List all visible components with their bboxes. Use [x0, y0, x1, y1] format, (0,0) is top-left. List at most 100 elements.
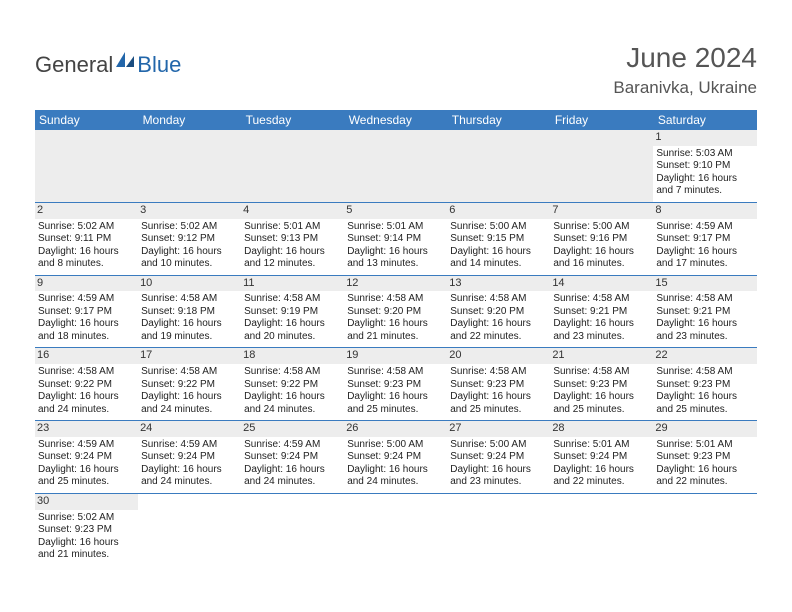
daylight-text: Daylight: 16 hours and 14 minutes.: [450, 246, 547, 271]
day-cell: 5Sunrise: 5:01 AMSunset: 9:14 PMDaylight…: [344, 202, 447, 275]
sunrise-text: Sunrise: 4:58 AM: [553, 366, 650, 379]
day-cell: 3 Sunrise: 5:02 AMSunset: 9:12 PMDaylight…: [138, 202, 241, 275]
location-text: Baranivka, Ukraine: [613, 78, 757, 98]
sunrise-text: Sunrise: 5:02 AM: [38, 221, 135, 234]
day-number: 19: [344, 348, 447, 364]
day-number: 15: [653, 276, 756, 292]
daylight-text: Daylight: 16 hours and 10 minutes.: [141, 246, 238, 271]
daylight-text: Daylight: 16 hours and 17 minutes.: [656, 246, 753, 271]
day-cell: 4Sunrise: 5:01 AMSunset: 9:13 PMDaylight…: [241, 202, 344, 275]
day-cell: 11Sunrise: 4:58 AMSunset: 9:19 PMDayligh…: [241, 275, 344, 348]
calendar-header: SundayMondayTuesdayWednesdayThursdayFrid…: [35, 110, 757, 130]
sunset-text: Sunset: 9:22 PM: [38, 379, 135, 392]
sunset-text: Sunset: 9:24 PM: [141, 451, 238, 464]
day-number: 6: [447, 203, 550, 219]
day-cell: 17Sunrise: 4:58 AMSunset: 9:22 PMDayligh…: [138, 348, 241, 421]
empty-cell: [35, 130, 138, 202]
calendar-row: 16Sunrise: 4:58 AMSunset: 9:22 PMDayligh…: [35, 348, 757, 421]
weekday-header: Friday: [550, 110, 653, 130]
day-cell: 22Sunrise: 4:58 AMSunset: 9:23 PMDayligh…: [653, 348, 756, 421]
weekday-header: Sunday: [35, 110, 138, 130]
calendar-row: 30Sunrise: 5:02 AMSunset: 9:23 PMDayligh…: [35, 493, 757, 565]
sunrise-text: Sunrise: 4:59 AM: [38, 439, 135, 452]
day-cell: 14Sunrise: 4:58 AMSunset: 9:21 PMDayligh…: [550, 275, 653, 348]
weekday-header: Wednesday: [344, 110, 447, 130]
sunrise-text: Sunrise: 5:00 AM: [553, 221, 650, 234]
sunrise-text: Sunrise: 5:01 AM: [244, 221, 341, 234]
day-cell: 19Sunrise: 4:58 AMSunset: 9:23 PMDayligh…: [344, 348, 447, 421]
weekday-header: Saturday: [653, 110, 756, 130]
calendar-row: 9Sunrise: 4:59 AMSunset: 9:17 PMDaylight…: [35, 275, 757, 348]
sunrise-text: Sunrise: 5:00 AM: [347, 439, 444, 452]
sunrise-text: Sunrise: 4:59 AM: [38, 293, 135, 306]
day-cell: 23Sunrise: 4:59 AMSunset: 9:24 PMDayligh…: [35, 421, 138, 494]
sunset-text: Sunset: 9:22 PM: [141, 379, 238, 392]
daylight-text: Daylight: 16 hours and 16 minutes.: [553, 246, 650, 271]
daylight-text: Daylight: 16 hours and 25 minutes.: [656, 391, 753, 416]
sunrise-text: Sunrise: 4:59 AM: [656, 221, 753, 234]
calendar-table: SundayMondayTuesdayWednesdayThursdayFrid…: [35, 110, 757, 566]
sunset-text: Sunset: 9:24 PM: [450, 451, 547, 464]
sunset-text: Sunset: 9:23 PM: [553, 379, 650, 392]
day-number: 11: [241, 276, 344, 292]
empty-cell: [447, 130, 550, 202]
daylight-text: Daylight: 16 hours and 23 minutes.: [656, 318, 753, 343]
empty-cell: [550, 130, 653, 202]
sunset-text: Sunset: 9:17 PM: [656, 233, 753, 246]
daylight-text: Daylight: 16 hours and 18 minutes.: [38, 318, 135, 343]
day-cell: 10Sunrise: 4:58 AMSunset: 9:18 PMDayligh…: [138, 275, 241, 348]
day-cell: 12Sunrise: 4:58 AMSunset: 9:20 PMDayligh…: [344, 275, 447, 348]
day-number: 29: [653, 421, 756, 437]
sunset-text: Sunset: 9:24 PM: [38, 451, 135, 464]
day-cell: 29Sunrise: 5:01 AMSunset: 9:23 PMDayligh…: [653, 421, 756, 494]
sail-icon: [114, 50, 136, 75]
day-number: 2: [35, 203, 138, 219]
empty-cell: [550, 493, 653, 565]
sunset-text: Sunset: 9:24 PM: [553, 451, 650, 464]
logo-text-left: General: [35, 52, 113, 78]
empty-cell: [138, 493, 241, 565]
day-cell: 27Sunrise: 5:00 AMSunset: 9:24 PMDayligh…: [447, 421, 550, 494]
sunset-text: Sunset: 9:23 PM: [38, 524, 135, 537]
sunset-text: Sunset: 9:12 PM: [141, 233, 238, 246]
empty-cell: [344, 130, 447, 202]
sunset-text: Sunset: 9:10 PM: [656, 160, 753, 173]
sunrise-text: Sunrise: 4:58 AM: [141, 293, 238, 306]
day-number: 26: [344, 421, 447, 437]
daylight-text: Daylight: 16 hours and 24 minutes.: [38, 391, 135, 416]
sunrise-text: Sunrise: 4:58 AM: [38, 366, 135, 379]
day-number: 12: [344, 276, 447, 292]
day-cell: 20Sunrise: 4:58 AMSunset: 9:23 PMDayligh…: [447, 348, 550, 421]
daylight-text: Daylight: 16 hours and 13 minutes.: [347, 246, 444, 271]
day-number: 1: [653, 130, 756, 146]
day-number: 18: [241, 348, 344, 364]
day-number: 3: [138, 203, 241, 219]
sunrise-text: Sunrise: 5:02 AM: [141, 221, 238, 234]
day-cell: 2Sunrise: 5:02 AMSunset: 9:11 PMDaylight…: [35, 202, 138, 275]
sunset-text: Sunset: 9:23 PM: [347, 379, 444, 392]
sunset-text: Sunset: 9:20 PM: [347, 306, 444, 319]
day-number: 4: [241, 203, 344, 219]
daylight-text: Daylight: 16 hours and 24 minutes.: [244, 464, 341, 489]
sunset-text: Sunset: 9:23 PM: [450, 379, 547, 392]
daylight-text: Daylight: 16 hours and 7 minutes.: [656, 173, 753, 198]
sunrise-text: Sunrise: 4:58 AM: [553, 293, 650, 306]
calendar-body: 1Sunrise: 5:03 AMSunset: 9:10 PMDaylight…: [35, 130, 757, 566]
day-number: 27: [447, 421, 550, 437]
daylight-text: Daylight: 16 hours and 25 minutes.: [450, 391, 547, 416]
day-number: 5: [344, 203, 447, 219]
empty-cell: [241, 493, 344, 565]
sunrise-text: Sunrise: 4:58 AM: [450, 293, 547, 306]
empty-cell: [653, 493, 756, 565]
empty-cell: [344, 493, 447, 565]
sunrise-text: Sunrise: 4:59 AM: [141, 439, 238, 452]
day-number: 14: [550, 276, 653, 292]
weekday-header: Tuesday: [241, 110, 344, 130]
sunrise-text: Sunrise: 4:58 AM: [244, 366, 341, 379]
calendar-row: 23Sunrise: 4:59 AMSunset: 9:24 PMDayligh…: [35, 421, 757, 494]
day-cell: 24Sunrise: 4:59 AMSunset: 9:24 PMDayligh…: [138, 421, 241, 494]
daylight-text: Daylight: 16 hours and 21 minutes.: [347, 318, 444, 343]
sunset-text: Sunset: 9:19 PM: [244, 306, 341, 319]
day-cell: 26Sunrise: 5:00 AMSunset: 9:24 PMDayligh…: [344, 421, 447, 494]
daylight-text: Daylight: 16 hours and 24 minutes.: [141, 391, 238, 416]
